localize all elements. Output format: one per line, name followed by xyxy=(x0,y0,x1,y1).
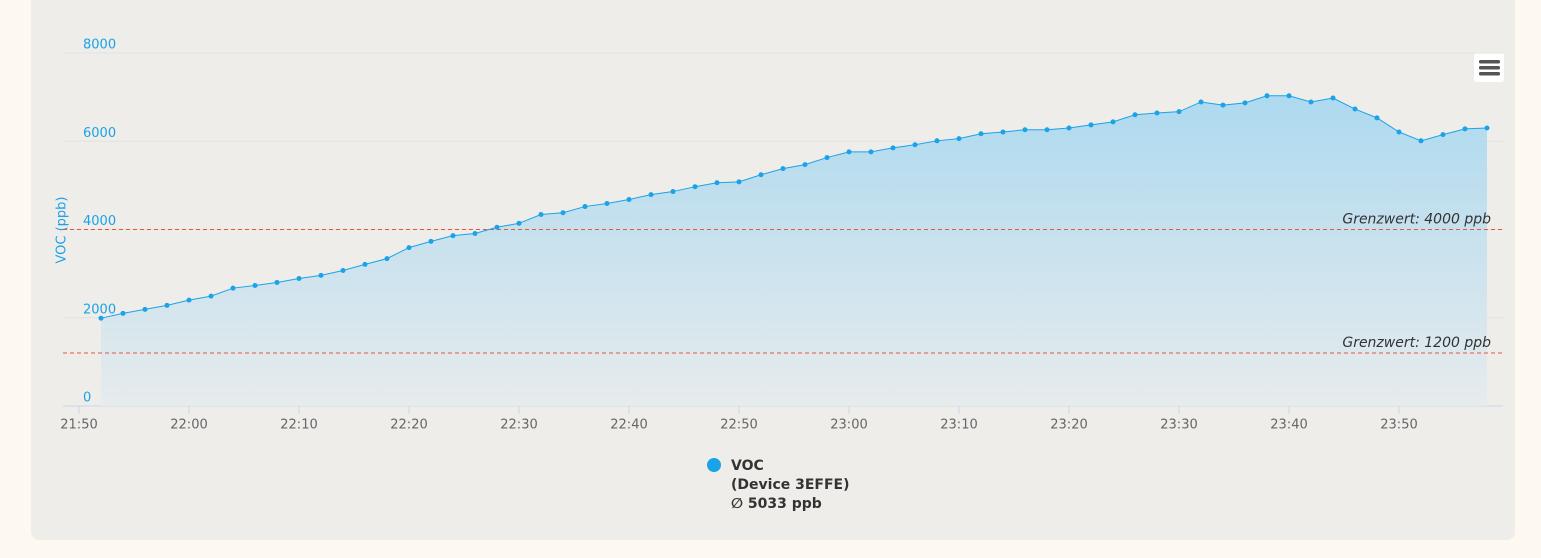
point xyxy=(208,293,214,299)
point xyxy=(1088,122,1094,128)
point xyxy=(1264,93,1270,99)
line xyxy=(100,95,1488,319)
point xyxy=(670,189,676,195)
point xyxy=(890,145,896,151)
x-tick-label: 22:40 xyxy=(610,418,647,433)
point xyxy=(384,256,390,262)
x-tick-label: 23:10 xyxy=(940,418,977,433)
point xyxy=(604,200,610,206)
point xyxy=(1154,110,1160,116)
point xyxy=(494,224,500,230)
legend-average: ∅ 5033 ppb xyxy=(731,496,822,512)
x-tick-label: 23:20 xyxy=(1050,418,1087,433)
point xyxy=(714,180,720,186)
legend-label[interactable]: VOC xyxy=(731,458,764,474)
point xyxy=(582,204,588,210)
y-tick-label: 8000 xyxy=(83,38,116,53)
threshold-label: Grenzwert: 1200 ppb xyxy=(1342,335,1491,351)
point xyxy=(1308,99,1314,105)
x-tick-label: 23:30 xyxy=(1160,418,1197,433)
point xyxy=(978,131,984,137)
point xyxy=(758,172,764,178)
point xyxy=(736,179,742,185)
point xyxy=(186,297,192,303)
point xyxy=(560,210,566,216)
point xyxy=(934,138,940,144)
x-tick-label: 22:00 xyxy=(170,418,207,433)
point xyxy=(98,315,104,321)
x-tick-label: 21:50 xyxy=(60,418,97,433)
y-axis-title: VOC (ppb) xyxy=(55,196,70,263)
point xyxy=(1132,112,1138,118)
legend-symbol[interactable] xyxy=(707,458,721,472)
area xyxy=(101,95,1487,407)
point xyxy=(142,306,148,312)
y-tick-label: 0 xyxy=(83,391,91,406)
x-tick-label: 22:20 xyxy=(390,418,427,433)
menu-bar xyxy=(1479,72,1500,76)
point xyxy=(1242,100,1248,106)
point xyxy=(824,155,830,161)
y-tick-label: 4000 xyxy=(83,214,116,229)
point xyxy=(318,272,324,278)
x-tick-label: 23:00 xyxy=(830,418,867,433)
menu-button[interactable] xyxy=(1474,53,1504,82)
point xyxy=(1352,106,1358,112)
point xyxy=(868,149,874,155)
point xyxy=(296,275,302,281)
x-tick-label: 23:50 xyxy=(1380,418,1417,433)
point xyxy=(164,302,170,308)
point xyxy=(230,285,236,291)
point xyxy=(472,230,478,236)
point xyxy=(1374,115,1380,121)
point xyxy=(1396,129,1402,135)
point xyxy=(692,184,698,190)
point xyxy=(428,238,434,244)
point xyxy=(340,268,346,274)
point xyxy=(956,136,962,142)
point xyxy=(1462,126,1468,132)
point xyxy=(450,233,456,239)
point xyxy=(1484,125,1490,131)
point xyxy=(538,211,544,217)
menu-bar xyxy=(1479,60,1500,64)
point xyxy=(626,196,632,202)
point xyxy=(274,279,280,285)
point xyxy=(1440,132,1446,138)
point xyxy=(1176,109,1182,115)
point xyxy=(1220,102,1226,108)
point xyxy=(846,149,852,155)
point xyxy=(1110,119,1116,125)
point xyxy=(120,310,126,316)
y-tick-label: 2000 xyxy=(83,302,116,317)
y-tick-label: 6000 xyxy=(83,126,116,141)
point xyxy=(780,166,786,172)
point xyxy=(1066,125,1072,131)
menu-bar xyxy=(1479,66,1500,70)
x-tick-label: 22:50 xyxy=(720,418,757,433)
point xyxy=(1000,129,1006,135)
point xyxy=(802,162,808,168)
point xyxy=(1022,127,1028,133)
point xyxy=(1418,138,1424,144)
threshold-label: Grenzwert: 4000 ppb xyxy=(1342,212,1491,228)
point xyxy=(912,142,918,148)
point xyxy=(1044,127,1050,133)
point xyxy=(1286,93,1292,99)
x-tick-label: 22:10 xyxy=(280,418,317,433)
point xyxy=(362,261,368,267)
point xyxy=(1330,95,1336,101)
point xyxy=(648,192,654,198)
point xyxy=(1198,99,1204,105)
x-tick-label: 23:40 xyxy=(1270,418,1307,433)
point xyxy=(406,245,412,251)
x-tick-label: 22:30 xyxy=(500,418,537,433)
legend-device: (Device 3EFFE) xyxy=(731,477,850,493)
point xyxy=(516,220,522,226)
point xyxy=(252,283,258,289)
